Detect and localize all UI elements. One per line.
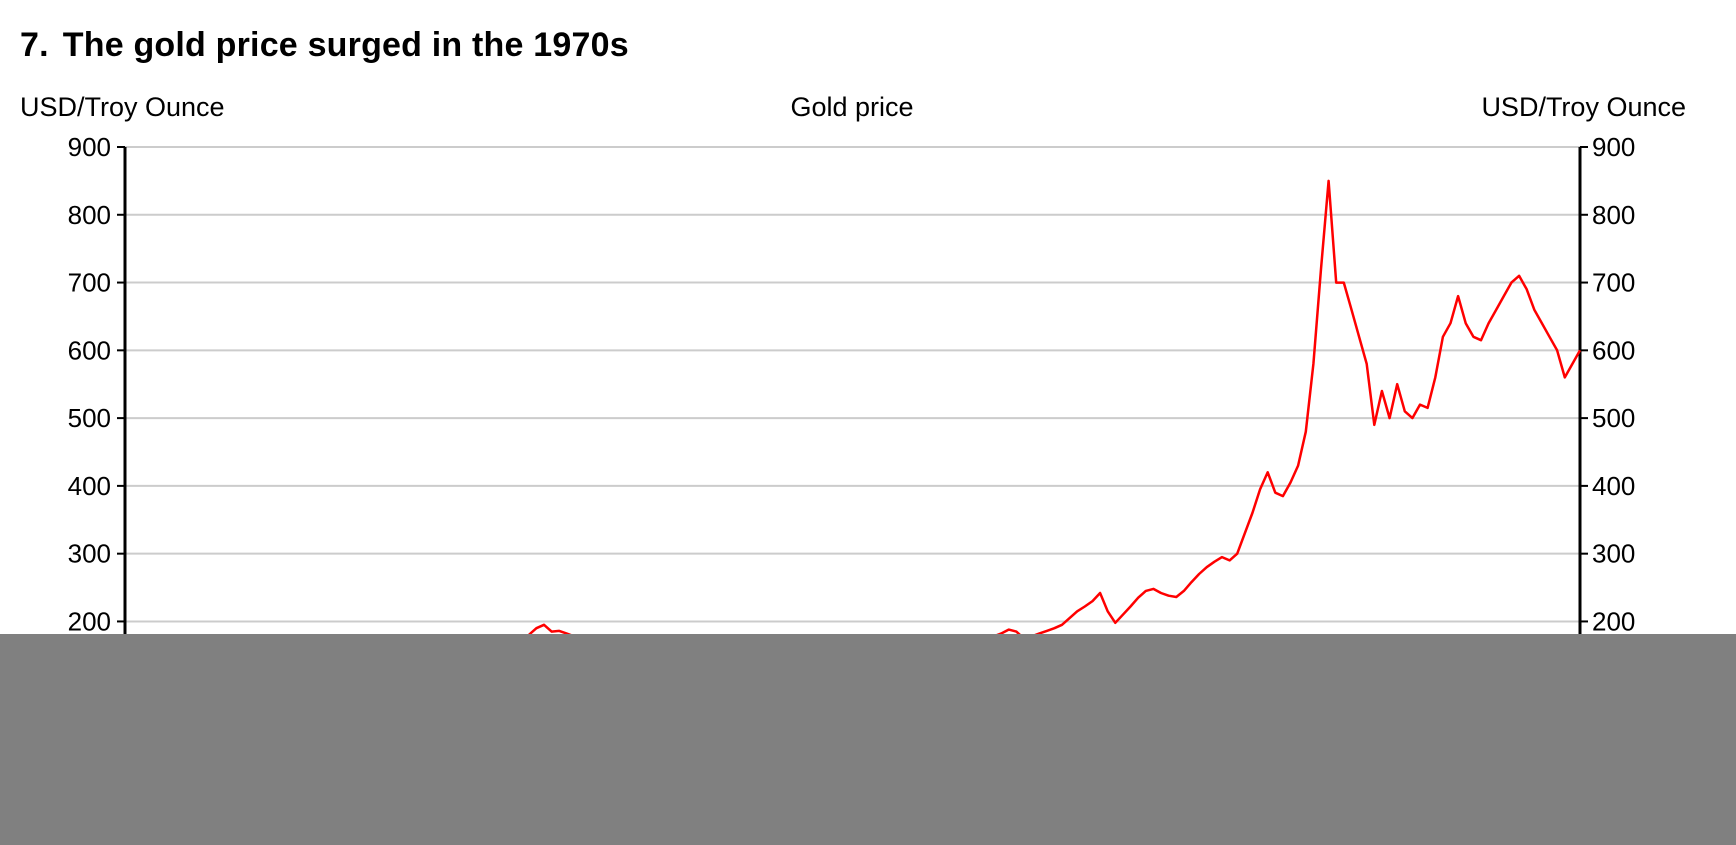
right-tick-label-800: 800 — [1592, 200, 1635, 230]
left-tick-label-200: 200 — [68, 606, 111, 636]
left-tick-label-400: 400 — [68, 471, 111, 501]
left-tick-label-500: 500 — [68, 403, 111, 433]
right-tick-label-900: 900 — [1592, 132, 1635, 162]
left-axis-unit-label: USD/Troy Ounce — [20, 92, 225, 122]
right-tick-label-200: 200 — [1592, 606, 1635, 636]
right-tick-label-500: 500 — [1592, 403, 1635, 433]
right-tick-label-400: 400 — [1592, 471, 1635, 501]
right-axis-unit-label: USD/Troy Ounce — [1481, 92, 1686, 122]
left-tick-label-300: 300 — [68, 539, 111, 569]
right-tick-label-600: 600 — [1592, 335, 1635, 365]
gray-occlusion-panel — [0, 634, 1736, 845]
chart-number: 7. — [20, 26, 49, 64]
gridlines — [125, 146, 1580, 691]
left-tick-label-900: 900 — [68, 132, 111, 162]
chart-subtitle: Gold price — [790, 92, 914, 122]
left-tick-label-800: 800 — [68, 200, 111, 230]
right-tick-label-300: 300 — [1592, 539, 1635, 569]
chart-title: 7. The gold price surged in the 1970s — [20, 26, 629, 65]
left-tick-label-700: 700 — [68, 268, 111, 298]
right-tick-label-700: 700 — [1592, 268, 1635, 298]
left-tick-label-600: 600 — [68, 335, 111, 365]
chart-title-text: The gold price surged in the 1970s — [62, 26, 629, 64]
